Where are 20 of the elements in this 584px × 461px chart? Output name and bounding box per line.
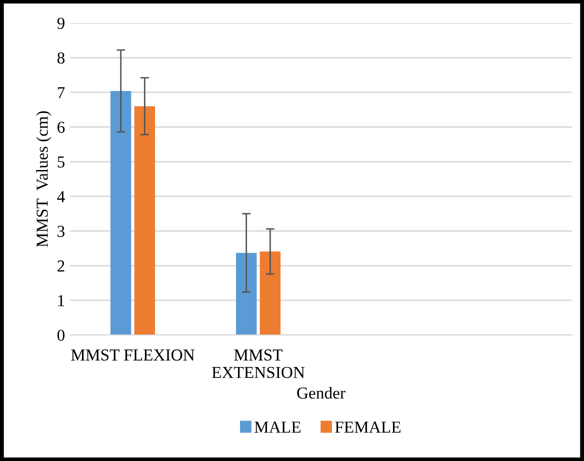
y-tick-label: 2 <box>58 260 64 272</box>
y-tick-label: 6 <box>58 122 65 133</box>
bar <box>236 252 257 335</box>
bar <box>260 251 281 335</box>
y-tick-label: 8 <box>57 52 65 64</box>
y-tick-label: 7 <box>58 87 65 98</box>
y-tick-label: 9 <box>57 18 64 29</box>
y-tick-label: 0 <box>57 330 65 341</box>
y-axis-title: MMST Values (cm) <box>36 111 52 247</box>
y-tick-label: 3 <box>58 226 64 237</box>
y-tick-label: 4 <box>57 191 65 202</box>
legend-label: MALE <box>254 422 300 433</box>
y-tick-label: 5 <box>58 156 64 168</box>
y-tick-label: 1 <box>58 295 64 306</box>
x-axis-title: Gender <box>297 386 346 399</box>
x-tick-label: MMST EXTENSION <box>212 349 305 378</box>
bar <box>134 106 156 335</box>
x-tick-label: MMST FLEXION <box>71 349 194 361</box>
legend-label: FEMALE <box>335 422 400 433</box>
bar <box>110 90 132 335</box>
